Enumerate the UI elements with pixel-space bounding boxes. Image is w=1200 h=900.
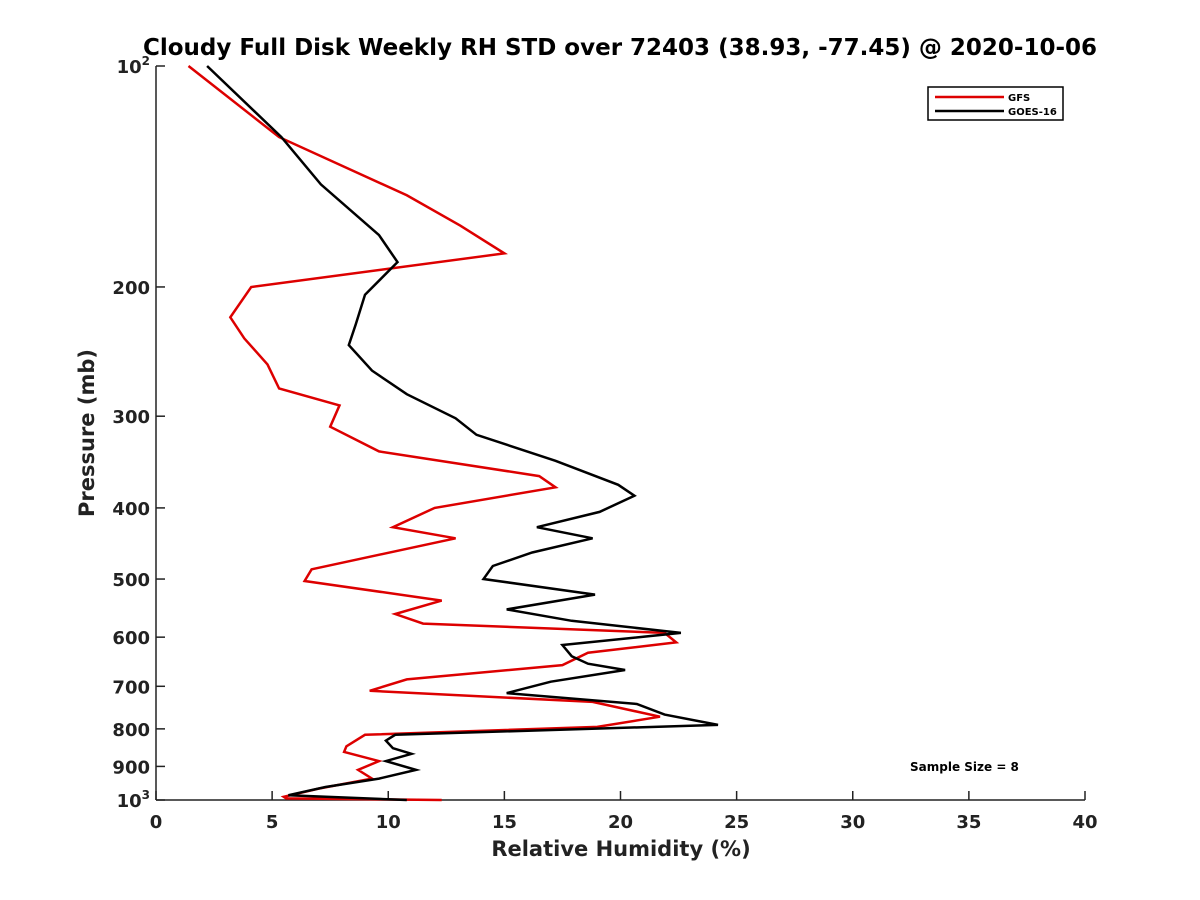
x-tick-label: 0: [150, 812, 163, 833]
legend-label-goes: GOES-16: [1008, 107, 1057, 118]
y-tick-label: 500: [112, 570, 150, 591]
y-tick-label: 800: [112, 720, 150, 741]
sample-size-annotation: Sample Size = 8: [910, 760, 1019, 774]
x-tick-label: 5: [266, 812, 279, 833]
y-tick-label: 300: [112, 407, 150, 428]
y-tick-label: 400: [112, 499, 150, 520]
x-tick-label: 35: [956, 812, 981, 833]
x-tick-label: 20: [608, 812, 633, 833]
x-tick-label: 40: [1072, 812, 1097, 833]
chart-title: Cloudy Full Disk Weekly RH STD over 7240…: [143, 35, 1097, 61]
y-tick-label: 900: [112, 757, 150, 778]
y-tick-label: 600: [112, 628, 150, 649]
plot-series: [187, 65, 719, 802]
plot-axes: 0 5 10 15 20 25 30 35 40102200300400500600700800…: [112, 54, 1097, 833]
y-tick-label: 200: [112, 278, 150, 299]
y-tick-label: 700: [112, 677, 150, 698]
series-line-goes-16: [206, 65, 719, 802]
x-tick-label: 30: [840, 812, 865, 833]
x-tick-label: 15: [492, 812, 517, 833]
x-tick-label: 10: [376, 812, 401, 833]
legend-box: [927, 86, 1064, 121]
y-axis-label: Pressure (mb): [75, 349, 99, 517]
legend-label-gfs: GFS: [1008, 93, 1030, 104]
x-axis-label: Relative Humidity (%): [491, 837, 750, 861]
x-tick-label: 25: [724, 812, 749, 833]
series-line-gfs: [187, 65, 680, 802]
legend: GFS GOES-16: [927, 86, 1064, 121]
